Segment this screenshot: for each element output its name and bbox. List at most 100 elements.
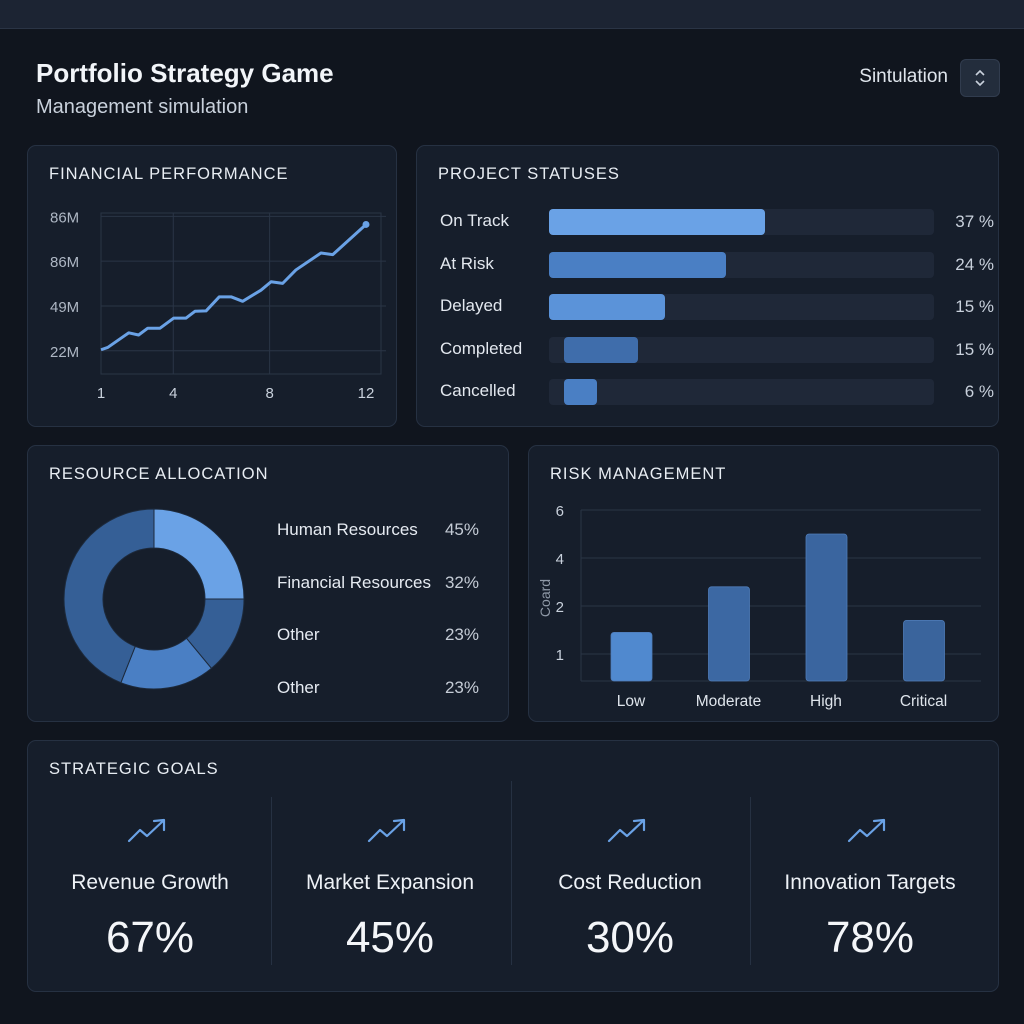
- x-tick-label: High: [810, 693, 842, 710]
- goal-value: 67%: [105, 913, 195, 962]
- legend-value: 23%: [444, 625, 479, 644]
- risk-bar: [610, 631, 653, 682]
- legend-label: Other: [277, 625, 320, 644]
- status-value: 37 %: [955, 212, 994, 231]
- legend-label: Other: [277, 677, 320, 697]
- trend-up-icon: [607, 818, 646, 843]
- status-row: Delayed 15 %: [440, 294, 994, 320]
- mode-select-button[interactable]: [960, 59, 1000, 97]
- goal-label: Cost Reduction: [558, 871, 702, 894]
- legend-value: 32%: [444, 572, 479, 592]
- y-tick-label: 4: [556, 551, 564, 568]
- data-point: [362, 220, 370, 228]
- goal-value: 45%: [345, 913, 435, 962]
- legend-item: Human Resources 45%: [277, 520, 479, 540]
- strategic-goals-card: STRATEGIC GOALS Revenue Growth 67% Marke…: [27, 740, 999, 992]
- legend-item: Financial Resources 32%: [277, 573, 479, 593]
- status-row: Cancelled 6 %: [440, 379, 994, 405]
- legend-value: 23%: [444, 677, 479, 697]
- y-tick-label: 2: [556, 599, 564, 616]
- risk-bar-chart: 1 2 4 6 Coard Low Moderate High Critical: [537, 503, 981, 710]
- resource-allocation-card: RESOURCE ALLOCATION Human Resources 45% Fi…: [27, 445, 509, 722]
- risk-management-card: RISK MANAGEMENT 1 2 4 6 Coard Low Moderate High…: [528, 445, 999, 722]
- card-title: RESOURCE ALLOCATION: [49, 465, 269, 483]
- status-track: [549, 379, 934, 405]
- goal-item: Cost Reduction 30%: [510, 791, 750, 991]
- status-bar-fill: [549, 209, 765, 235]
- status-label: Cancelled: [440, 381, 516, 400]
- resource-donut-chart: [63, 508, 245, 690]
- trend-up-icon: [127, 818, 166, 843]
- financial-performance-card: FINANCIAL PERFORMANCE 22M 49M 86M 86M 1 4 8 12: [27, 145, 397, 427]
- y-axis-label: Coard: [537, 579, 553, 617]
- legend-value: 45%: [444, 520, 479, 539]
- goal-value: 30%: [585, 913, 675, 962]
- donut-slice: [153, 508, 245, 600]
- card-title: PROJECT STATUSES: [438, 165, 620, 183]
- goal-item: Innovation Targets 78%: [750, 791, 990, 991]
- x-tick-label: Moderate: [696, 693, 761, 710]
- status-bar-fill: [549, 251, 727, 278]
- status-label: On Track: [440, 211, 509, 230]
- trend-up-icon: [847, 818, 886, 843]
- status-bar-fill: [564, 336, 638, 363]
- x-tick-label: 1: [97, 385, 105, 402]
- project-statuses-card: PROJECT STATUSES On Track 37 % At Risk 24…: [416, 145, 999, 427]
- card-title: FINANCIAL PERFORMANCE: [49, 165, 289, 183]
- x-tick-label: Critical: [900, 693, 947, 710]
- legend-item: Other 23%: [277, 678, 479, 698]
- status-label: Completed: [440, 338, 523, 358]
- x-tick-label: 8: [265, 385, 273, 402]
- risk-bar: [805, 533, 848, 682]
- revenue-line: [100, 223, 368, 352]
- status-bar-fill: [564, 379, 598, 405]
- y-tick-label: 22M: [50, 344, 79, 361]
- divider: [511, 781, 512, 965]
- goal-value: 78%: [825, 913, 915, 962]
- legend-label: Financial Resources: [277, 572, 432, 592]
- status-label: Delayed: [440, 296, 503, 315]
- risk-bar: [708, 586, 750, 682]
- x-tick-label: 12: [358, 385, 375, 402]
- y-tick-label: 1: [556, 647, 564, 664]
- legend-item: Other 23%: [277, 625, 479, 645]
- goal-label: Innovation Targets: [784, 871, 956, 894]
- goal-item: Revenue Growth 67%: [30, 791, 270, 991]
- divider: [750, 797, 751, 965]
- status-value: 15 %: [955, 339, 994, 359]
- y-tick-label: 49M: [50, 299, 79, 316]
- plot-frame: [100, 212, 382, 375]
- status-row: On Track 37 %: [440, 209, 994, 235]
- goal-label: Market Expansion: [305, 871, 475, 894]
- trend-up-icon: [367, 818, 406, 843]
- status-label: At Risk: [440, 253, 494, 273]
- goal-label: Revenue Growth: [71, 871, 229, 894]
- status-bar-fill: [549, 294, 665, 320]
- status-value: 15 %: [955, 297, 994, 316]
- status-track: [549, 294, 934, 320]
- status-track: [549, 209, 934, 235]
- donut-slice: [63, 508, 155, 684]
- mode-label: Sintulation: [859, 66, 948, 87]
- status-value: 6 %: [964, 382, 994, 401]
- financial-line-chart: 22M 49M 86M 86M 1 4 8 12: [50, 209, 386, 402]
- legend-label: Human Resources: [277, 520, 418, 539]
- divider: [271, 797, 272, 965]
- risk-bar: [903, 619, 945, 682]
- status-track: [549, 336, 934, 363]
- page-subtitle: Management simulation: [36, 96, 249, 118]
- status-value: 24 %: [955, 254, 994, 274]
- chevron-up-down-icon: [975, 69, 985, 87]
- status-row: At Risk 24 %: [440, 251, 994, 278]
- x-tick-label: 4: [169, 385, 177, 402]
- y-tick-label: 86M: [50, 209, 79, 226]
- top-bar: [0, 0, 1024, 29]
- status-row: Completed 15 %: [440, 336, 994, 363]
- card-title: STRATEGIC GOALS: [49, 760, 219, 778]
- page-title: Portfolio Strategy Game: [36, 58, 334, 88]
- x-tick-label: Low: [617, 693, 646, 710]
- y-tick-label: 6: [556, 503, 564, 520]
- status-track: [549, 251, 934, 278]
- y-tick-label: 86M: [50, 254, 79, 271]
- goal-item: Market Expansion 45%: [270, 791, 510, 991]
